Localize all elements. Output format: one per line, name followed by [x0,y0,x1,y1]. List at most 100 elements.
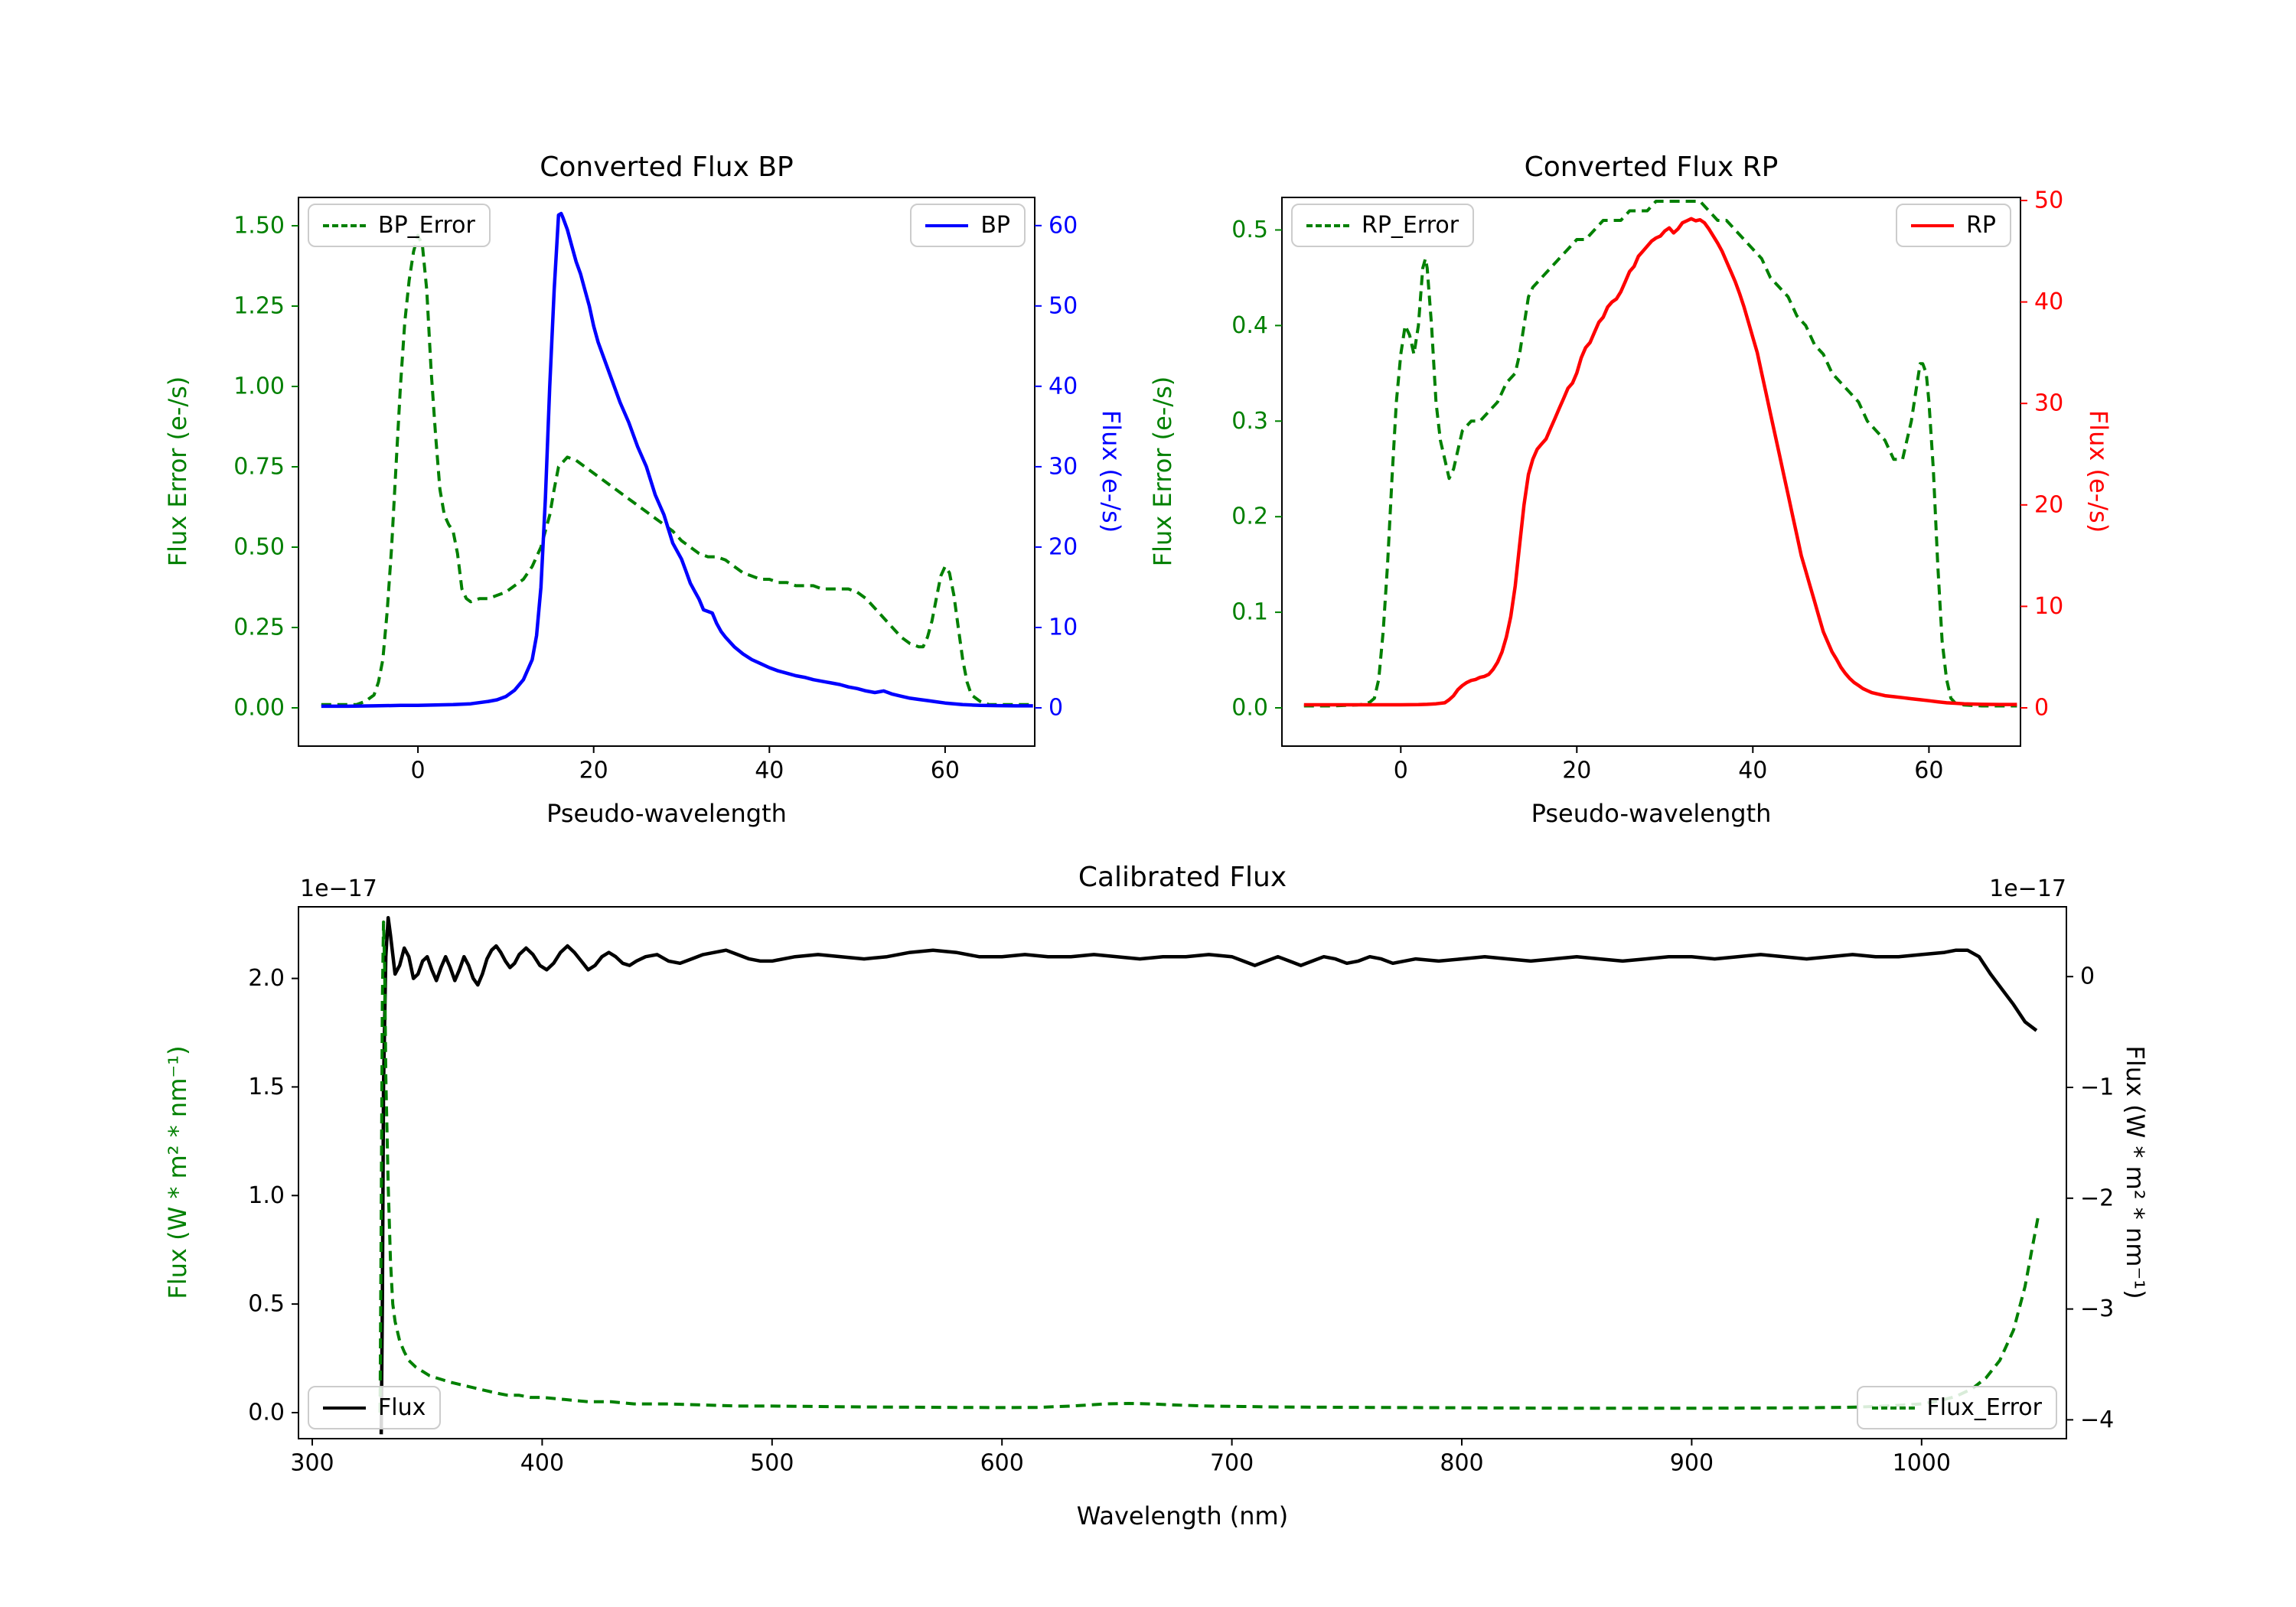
legend-line-sample-bp-error [323,223,366,227]
x-tick-label: 600 [980,1450,1024,1477]
rp-axes-frame [1281,197,2021,747]
y-tick-label-right: 50 [2034,187,2063,214]
cal-series-group [378,915,2040,1435]
y-tick-label-left: 0.5 [248,1291,285,1318]
y-tick-label-left: 0.00 [233,695,285,722]
cal-xlabel: Wavelength (nm) [1076,1501,1289,1530]
legend-rp-error: RP_Error [1291,204,1475,247]
y-tick-label-right: −4 [2080,1407,2114,1433]
x-tick-label: 0 [411,758,426,784]
legend-label-bp-error: BP_Error [378,212,475,239]
legend-line-sample-flux [323,1406,366,1410]
y-tick-label-left: 0.4 [1231,312,1268,339]
y-tick-label-left: 1.00 [233,373,285,400]
y-tick-label-right: 40 [2034,288,2063,315]
y-tick-label-left: 0.0 [1231,695,1268,722]
x-tick-label: 1000 [1893,1450,1951,1477]
legend-label-rp: RP [1966,212,1996,239]
y-tick-label-right: −2 [2080,1185,2114,1211]
rp-title: Converted Flux RP [1524,152,1779,183]
bp-axes-frame [298,197,1035,747]
y-tick-label-left: 0.3 [1231,408,1268,435]
y-tick-label-right: 0 [2034,695,2049,722]
y-tick-label-left: 0.50 [233,534,285,561]
y-tick-label-left: 2.0 [248,965,285,992]
y-tick-label-left: 1.5 [248,1074,285,1100]
y-tick-label-left: 1.0 [248,1182,285,1209]
series-line-BP_Error [321,233,1033,706]
y-tick-label-left: 0.0 [248,1400,285,1426]
y-tick-label-right: 10 [1049,614,1078,641]
legend-flux-error: Flux_Error [1856,1386,2057,1429]
bp-title: Converted Flux BP [540,152,794,183]
bp-plot-area: 0 20 40 60 0.00 0.25 0.50 0.75 1.00 1.25 1.50 0 10 20… [233,197,1078,784]
cal-offset-left: 1e−17 [300,875,377,902]
series-line-RP [1303,217,2017,707]
y-tick-label-right: 0 [2080,963,2095,990]
legend-flux: Flux [308,1386,442,1429]
series-line-BP [321,211,1033,709]
rp-series-group [1303,200,2017,708]
x-tick-label: 40 [755,758,784,784]
legend-line-sample-flux-error [1871,1406,1915,1410]
x-tick-label: 60 [1914,758,1943,784]
y-tick-label-left: 0.2 [1231,504,1268,530]
legend-label-flux-error: Flux_Error [1926,1394,2042,1421]
y-tick-label-right: −3 [2080,1296,2114,1322]
rp-plot-area: 0 20 40 60 0.0 0.1 0.2 0.3 0.4 0.5 0 10 20 30 40 50 [1231,187,2063,784]
y-tick-label-right: −1 [2080,1074,2114,1101]
x-tick-label: 400 [520,1450,564,1477]
x-tick-label: 300 [290,1450,334,1477]
y-tick-label-right: 0 [1049,695,1063,722]
legend-label-bp: BP [980,212,1010,239]
cal-title: Calibrated Flux [1078,862,1287,893]
cal-ylabel-right: Flux (W * m² * nm⁻¹) [2121,1045,2150,1299]
series-line-Flux [379,915,2038,1435]
rp-ylabel-left: Flux Error (e-/s) [1148,376,1177,567]
cal-axes-frame [298,906,2067,1439]
y-tick-label-right: 20 [1049,533,1078,560]
y-tick-label-right: 40 [1049,373,1078,399]
legend-line-sample-bp [925,223,969,227]
legend-line-sample-rp-error [1306,223,1349,227]
x-tick-label: 900 [1670,1450,1714,1477]
y-tick-label-left: 1.25 [233,293,285,320]
legend-bp: BP [910,204,1026,247]
legend-line-sample-rp [1911,223,1955,227]
cal-ylabel-left: Flux (W * m² * nm⁻¹) [163,1045,192,1299]
legend-label-flux: Flux [378,1394,426,1421]
bp-series-group [321,211,1033,709]
x-tick-label: 0 [1394,758,1408,784]
legend-rp: RP [1896,204,2011,247]
y-tick-label-left: 0.5 [1231,217,1268,243]
y-tick-label-left: 1.50 [233,213,285,240]
x-tick-label: 20 [579,758,608,784]
y-tick-label-right: 20 [2034,491,2063,518]
x-tick-label: 800 [1440,1450,1483,1477]
rp-xlabel: Pseudo-wavelength [1531,799,1772,828]
x-tick-label: 40 [1738,758,1767,784]
series-line-Flux_Error [378,920,2040,1413]
calibrated-plot-area: 300 400 500 600 700 800 900 1000 0.0 0.5 1.0 1.5 2.0… [248,906,2114,1477]
x-tick-label: 700 [1210,1450,1254,1477]
x-tick-label: 60 [931,758,960,784]
rp-ylabel-right: Flux (e-/s) [2084,409,2113,533]
y-tick-label-right: 60 [1049,212,1078,239]
legend-bp-error: BP_Error [308,204,491,247]
series-line-RP_Error [1303,200,2017,708]
y-tick-label-right: 50 [1049,292,1078,319]
legend-label-rp-error: RP_Error [1362,212,1459,239]
y-tick-label-left: 0.75 [233,454,285,481]
bp-ylabel-left: Flux Error (e-/s) [163,376,192,567]
y-tick-label-right: 30 [2034,390,2063,417]
y-tick-label-left: 0.1 [1231,599,1268,626]
y-tick-label-right: 10 [2034,593,2063,620]
y-tick-label-left: 0.25 [233,614,285,641]
cal-offset-right: 1e−17 [1989,875,2066,902]
bp-xlabel: Pseudo-wavelength [546,799,787,828]
x-tick-label: 500 [750,1450,794,1477]
bp-ylabel-right: Flux (e-/s) [1097,409,1126,533]
y-tick-label-right: 30 [1049,453,1078,480]
x-tick-label: 20 [1562,758,1591,784]
